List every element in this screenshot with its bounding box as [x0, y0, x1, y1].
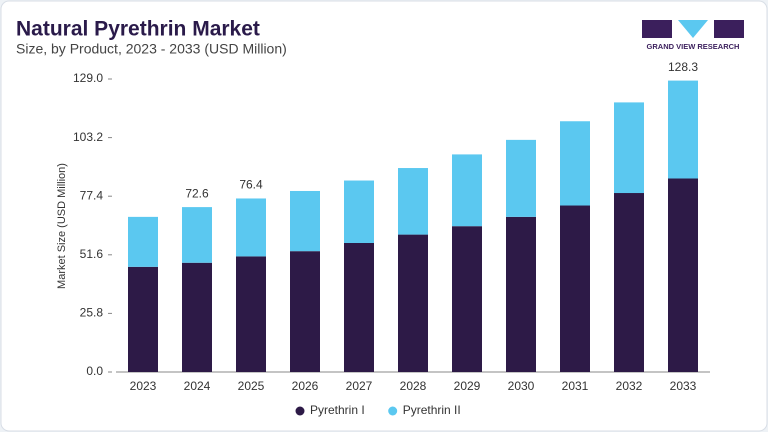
- x-tick-label: 2029: [454, 379, 481, 393]
- y-tick-label: 51.6: [80, 247, 104, 261]
- bar-segment: [560, 205, 590, 372]
- x-tick-label: 2031: [562, 379, 589, 393]
- y-tick-label: 0.0: [86, 364, 103, 378]
- y-tick-label: 129.0: [73, 71, 103, 85]
- legend-label: Pyrethrin II: [403, 403, 461, 417]
- bar-segment: [344, 242, 374, 372]
- bar-segment: [128, 266, 158, 372]
- legend-marker: [295, 406, 305, 416]
- y-tick-label: 77.4: [80, 188, 104, 202]
- x-tick-label: 2028: [400, 379, 427, 393]
- bar-segment: [290, 251, 320, 372]
- bar-segment: [668, 178, 698, 372]
- brand: GRAND VIEW RESEARCH: [647, 42, 740, 51]
- bar-segment: [182, 207, 212, 263]
- bar-segment: [614, 193, 644, 372]
- y-tick-label: 103.2: [73, 130, 103, 144]
- bar-segment: [398, 234, 428, 372]
- x-tick-label: 2023: [130, 379, 157, 393]
- bar-segment: [128, 216, 158, 267]
- total-label: 76.4: [239, 178, 263, 192]
- bar-segment: [614, 102, 644, 194]
- bar-segment: [560, 121, 590, 206]
- x-tick-label: 2033: [670, 379, 697, 393]
- x-tick-label: 2024: [184, 379, 211, 393]
- x-tick-label: 2030: [508, 379, 535, 393]
- legend-marker: [388, 406, 398, 416]
- chart-subtitle: Size, by Product, 2023 - 2033 (USD Milli…: [16, 41, 287, 57]
- bar-segment: [236, 256, 266, 372]
- y-tick-label: 25.8: [80, 306, 104, 320]
- bar-segment: [290, 190, 320, 252]
- bar-segment: [236, 198, 266, 257]
- legend-label: Pyrethrin I: [310, 403, 365, 417]
- chart-title: Natural Pyrethrin Market: [16, 18, 260, 41]
- total-label: 128.3: [668, 60, 698, 74]
- bar-segment: [182, 262, 212, 372]
- x-tick-label: 2027: [346, 379, 373, 393]
- bar-segment: [668, 80, 698, 179]
- x-tick-label: 2032: [616, 379, 643, 393]
- bar-segment: [398, 168, 428, 235]
- logo: GRAND VIEW RESEARCH: [642, 20, 744, 51]
- y-axis-label: Market Size (USD Million): [56, 163, 68, 289]
- bar-segment: [452, 226, 482, 372]
- x-tick-label: 2025: [238, 379, 265, 393]
- bar-segment: [506, 139, 536, 217]
- bar-segment: [344, 180, 374, 243]
- total-label: 72.6: [185, 186, 209, 200]
- bar-segment: [452, 154, 482, 227]
- bar-segment: [506, 216, 536, 372]
- x-tick-label: 2026: [292, 379, 319, 393]
